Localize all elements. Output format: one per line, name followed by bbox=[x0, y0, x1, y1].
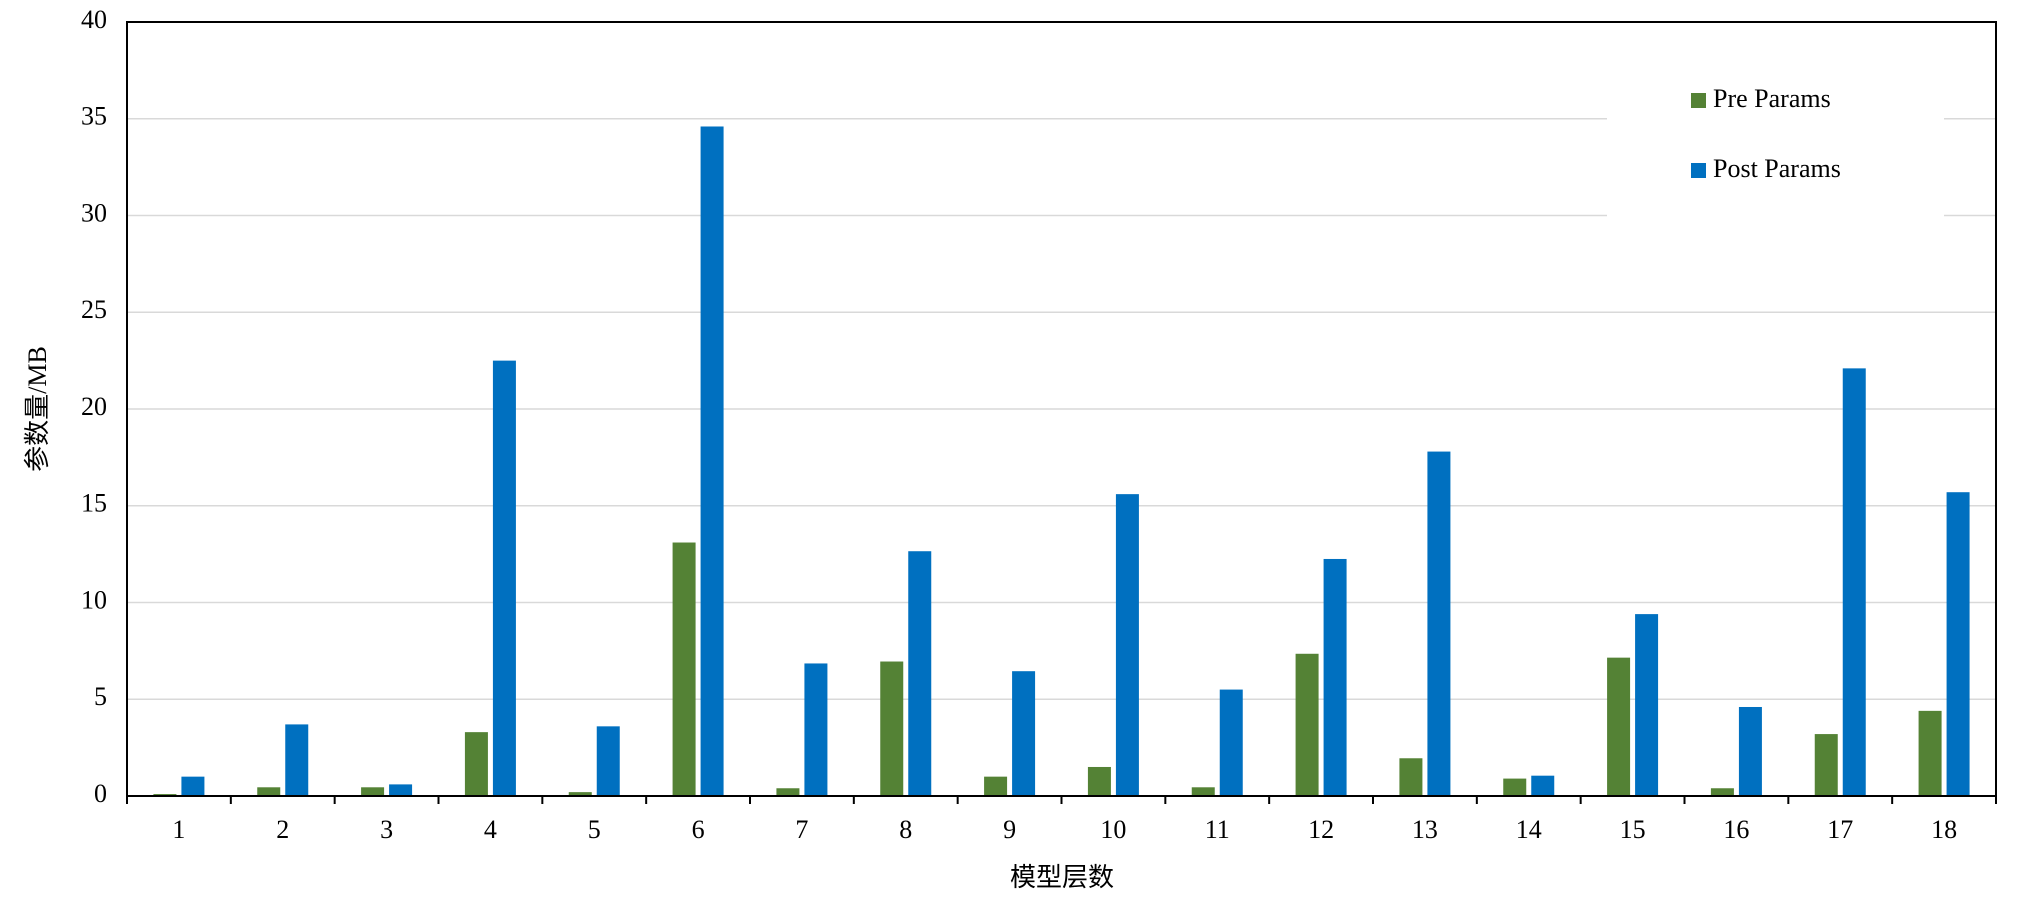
bar bbox=[1918, 710, 1942, 796]
bar bbox=[804, 663, 828, 796]
bar bbox=[908, 551, 932, 796]
bar bbox=[1710, 788, 1734, 796]
legend-swatch bbox=[1691, 93, 1706, 108]
x-tick-label: 8 bbox=[899, 815, 912, 844]
x-tick-label: 16 bbox=[1723, 815, 1749, 844]
x-tick-label: 17 bbox=[1827, 815, 1853, 844]
bar bbox=[1012, 671, 1036, 796]
bar bbox=[361, 787, 385, 796]
bar bbox=[1295, 653, 1319, 796]
legend-label: Post Params bbox=[1713, 154, 1841, 183]
x-tick-label: 18 bbox=[1931, 815, 1957, 844]
x-tick-label: 14 bbox=[1516, 815, 1542, 844]
bar bbox=[1087, 766, 1111, 796]
x-tick-label: 15 bbox=[1620, 815, 1646, 844]
y-axis-label: 参数量/MB bbox=[23, 346, 52, 472]
x-tick-label: 9 bbox=[1003, 815, 1016, 844]
bar bbox=[880, 661, 904, 796]
bar bbox=[1219, 689, 1243, 796]
bar bbox=[492, 360, 516, 796]
x-tick-label: 12 bbox=[1308, 815, 1334, 844]
plot-frame bbox=[126, 21, 1997, 797]
bar bbox=[1323, 558, 1347, 796]
bar bbox=[984, 776, 1008, 796]
bar bbox=[1191, 787, 1215, 796]
bar bbox=[596, 726, 620, 796]
legend-swatch bbox=[1691, 163, 1706, 178]
bar bbox=[181, 776, 205, 796]
x-tick-label: 5 bbox=[588, 815, 601, 844]
y-tick-label: 25 bbox=[81, 295, 107, 324]
bar bbox=[285, 724, 309, 796]
bar bbox=[1531, 775, 1555, 796]
y-tick-label: 10 bbox=[81, 585, 107, 614]
y-tick-label: 35 bbox=[81, 102, 107, 131]
x-tick-label: 10 bbox=[1100, 815, 1126, 844]
x-tick-label: 11 bbox=[1205, 815, 1230, 844]
legend-label: Pre Params bbox=[1713, 84, 1831, 113]
y-tick-label: 30 bbox=[81, 198, 107, 227]
bar bbox=[1503, 778, 1527, 796]
y-tick-label: 5 bbox=[94, 682, 107, 711]
x-tick-label: 1 bbox=[172, 815, 185, 844]
y-tick-label: 15 bbox=[81, 489, 107, 518]
bar bbox=[464, 732, 488, 796]
bar bbox=[568, 792, 592, 796]
bar bbox=[700, 126, 724, 797]
x-tick-label: 4 bbox=[484, 815, 497, 844]
bar bbox=[672, 542, 696, 796]
bar bbox=[257, 787, 281, 796]
bar bbox=[1635, 614, 1659, 796]
x-tick-label: 2 bbox=[276, 815, 289, 844]
x-tick-label: 13 bbox=[1412, 815, 1438, 844]
bar bbox=[1946, 492, 1970, 796]
bar bbox=[1399, 758, 1423, 796]
legend-box bbox=[1607, 65, 1944, 220]
y-tick-label: 0 bbox=[94, 779, 107, 808]
bar bbox=[1738, 706, 1762, 796]
x-tick-label: 6 bbox=[692, 815, 705, 844]
bar bbox=[1427, 451, 1451, 796]
y-tick-label: 20 bbox=[81, 392, 107, 421]
x-tick-label: 3 bbox=[380, 815, 393, 844]
bar bbox=[1814, 734, 1838, 796]
bar bbox=[1115, 494, 1139, 796]
bar bbox=[1607, 657, 1631, 796]
x-axis-label: 模型层数 bbox=[1010, 863, 1114, 892]
y-tick-label: 40 bbox=[81, 5, 107, 34]
bar bbox=[1842, 368, 1866, 796]
bar bbox=[776, 788, 800, 796]
x-tick-label: 7 bbox=[795, 815, 808, 844]
bar bbox=[389, 784, 413, 796]
